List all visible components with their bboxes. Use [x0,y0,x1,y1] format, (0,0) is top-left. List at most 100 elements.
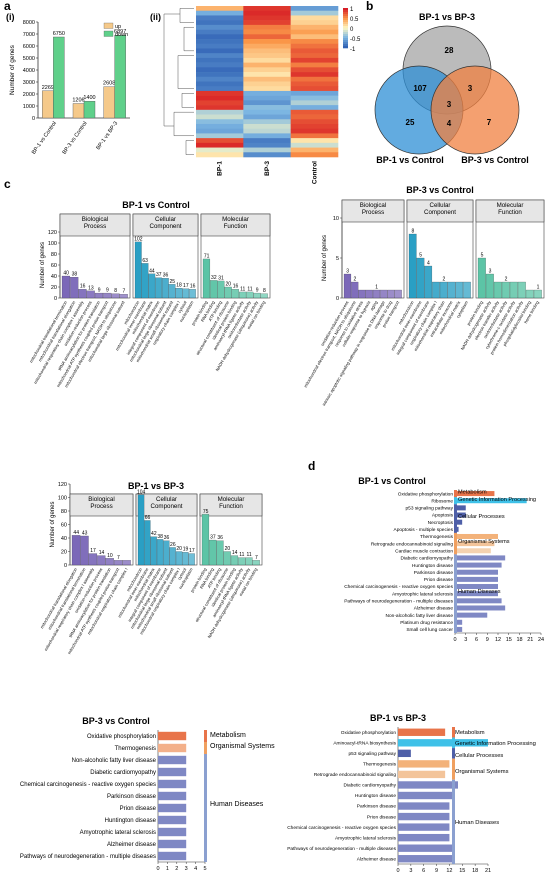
go-category-title: Process [84,223,106,230]
panel-a-letter: a [4,0,11,13]
kegg-bar [158,815,187,825]
heatmap-cell [290,147,339,153]
heatmap-cell [290,109,339,115]
x-tick-label: 15 [459,868,465,874]
heatmap-cell [290,133,339,139]
go-term-label: cytosol [177,567,188,581]
go-bar [182,288,190,299]
y-tick-label: 10 [333,216,339,222]
heatmap-cell [243,123,291,129]
go-bar-value-label: 2 [505,277,508,283]
heatmap-cell [196,53,244,59]
kegg-class-strip [204,730,207,742]
kegg-pathway-label: Huntington disease [412,563,453,569]
go-category-header [135,493,198,517]
go-bar [365,289,373,299]
kegg-pathway-label: Retrograde endocannabinoid signaling [314,772,396,778]
kegg-pathway-label: Thermogenesis [115,746,156,752]
heatmap-cell [196,29,244,35]
kegg-bar [398,855,454,863]
go-bar-value-label: 8 [263,288,266,294]
heatmap-cell [290,72,339,78]
heatmap-cell [290,15,339,21]
go-bar [148,273,156,299]
go-bar-value-label: 14 [99,550,105,556]
go-bar-value-label: 9 [256,288,259,294]
go-category-title: Biological [82,216,108,223]
go-bar-value-label: 11 [240,286,245,292]
kegg-class-strip [454,554,457,633]
heatmap-cell [290,100,339,106]
kegg-class-label: Human Diseases [210,801,264,808]
go-bar-value-label: 8 [114,288,117,294]
kegg-bar [455,548,491,554]
kegg-bar [158,743,187,753]
go-bar [210,280,218,299]
y-tick-label: 40 [61,536,67,542]
y-tick-label: 0 [336,296,339,302]
kegg-class-strip [454,504,457,533]
go-chart-title: BP-1 vs Control [122,200,190,210]
x-tick-label: 15 [506,637,512,643]
kegg-bar [398,833,450,842]
go-term-label: mitochondrial electron transport, NADH t… [303,299,357,388]
bar-value-label: 2269 [42,85,54,91]
go-bar [525,289,534,299]
heatmap-cell [290,142,339,148]
colorbar-tick-label: 0.5 [350,17,359,23]
heatmap-cell [243,128,291,134]
y-tick-label: 0 [64,563,67,569]
kegg-class-label: Human Diseases [455,820,499,826]
go-category-header [475,199,545,223]
kegg-class-label: Metabolism [455,730,485,736]
kegg-bar [455,598,502,604]
go-bar [463,281,471,299]
kegg-pathway-label: Diabetic cardiomyopathy [400,556,453,562]
venn-count-right-only: 7 [487,118,492,127]
go-bar [80,535,89,566]
panel-b-venn: BP-1 vs BP-3 BP-1 vs Control BP-3 vs Contr… [374,12,529,165]
go-bar-value-label: 42 [151,531,157,537]
go-bar [343,273,352,299]
panel-d-kegg-bp1-vs-bp3: BP-1 vs BP-3 0 3 6 9 12 15 18 21 Oxidative phosph… [287,713,536,874]
go-category-header [199,493,263,517]
kegg-pathway-label: Prion disease [367,814,396,820]
go-bar-value-label: 37 [210,535,216,541]
go-category-title: Component [424,209,456,216]
heatmap-cell [290,6,339,12]
kegg-bar [158,803,187,813]
heatmap-cell [196,152,244,158]
go-bar-value-label: 36 [164,535,170,541]
heatmap-cell [290,76,339,82]
kegg-bar [455,591,498,597]
heatmap-cell [243,114,291,120]
go-category-title: Process [90,503,112,510]
x-tick-label: 24 [538,637,544,643]
kegg-bar [455,626,463,632]
colorbar-segment [343,12,348,15]
heatmap-cell [243,6,291,12]
go-category-title: Function [498,209,522,216]
heatmap-cell [290,57,339,63]
x-tick-label: 2 [175,866,178,872]
heatmap-cell [196,48,244,54]
kegg-bar [455,562,502,568]
heatmap-cell [196,109,244,115]
go-category-header [200,213,271,237]
heatmap-cell [243,76,291,82]
heatmap-cell [290,114,339,120]
y-tick-label: 100 [48,241,57,247]
go-category-header [69,493,134,517]
kegg-bar [398,844,454,852]
heatmap-cell [243,109,291,115]
heatmap-cell [290,123,339,129]
kegg-pathway-label: Necroptosis [428,520,454,526]
go-bar-value-label: 7 [255,555,258,561]
go-bar [246,291,254,299]
kegg-bar [455,533,498,539]
heatmap-cell [290,128,339,134]
kegg-bar [398,739,488,747]
colorbar-tick-label: -1 [350,47,356,53]
go-bar [245,557,253,566]
heatmap-cell [243,24,291,30]
